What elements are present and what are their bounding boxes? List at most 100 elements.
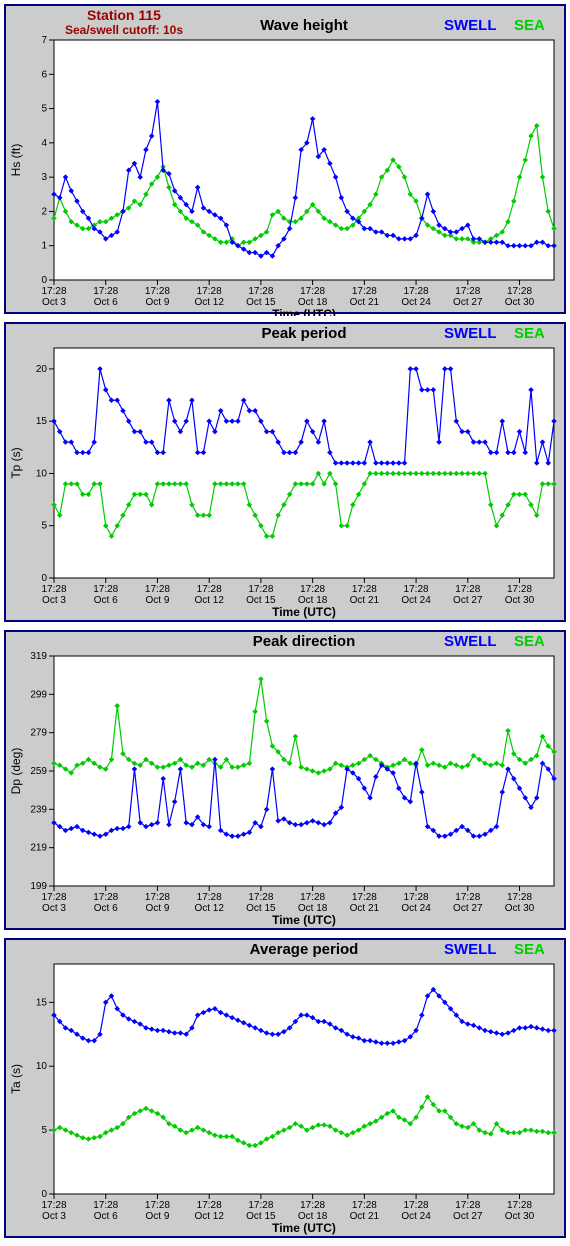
xtick-date: Oct 27 bbox=[453, 1211, 483, 1222]
xtick-time: 17:28 bbox=[248, 1200, 273, 1211]
ytick-label: 3 bbox=[41, 172, 47, 183]
xtick-date: Oct 30 bbox=[505, 903, 535, 914]
xtick-date: Oct 6 bbox=[94, 297, 118, 308]
chart-panel-peak_direction: 199219239259279299319Dp (deg)17:28Oct 31… bbox=[4, 630, 566, 930]
xtick-date: Oct 27 bbox=[453, 903, 483, 914]
xtick-date: Oct 9 bbox=[145, 297, 169, 308]
ytick-label: 299 bbox=[30, 689, 47, 700]
ytick-label: 259 bbox=[30, 766, 47, 777]
legend-sea: SEA bbox=[514, 17, 545, 34]
xtick-time: 17:28 bbox=[300, 1200, 325, 1211]
ytick-label: 1 bbox=[41, 241, 47, 252]
xtick-time: 17:28 bbox=[352, 1200, 377, 1211]
legend-swell: SWELL bbox=[444, 17, 497, 34]
xtick-date: Oct 3 bbox=[42, 595, 66, 606]
chart-title: Wave height bbox=[260, 17, 348, 34]
xtick-date: Oct 3 bbox=[42, 903, 66, 914]
xtick-time: 17:28 bbox=[93, 892, 118, 903]
xtick-date: Oct 24 bbox=[401, 903, 431, 914]
xtick-date: Oct 3 bbox=[42, 297, 66, 308]
xtick-time: 17:28 bbox=[145, 286, 170, 297]
y-axis-label: Dp (deg) bbox=[9, 748, 23, 795]
ytick-label: 0 bbox=[41, 1189, 47, 1200]
xtick-date: Oct 12 bbox=[194, 297, 224, 308]
xtick-time: 17:28 bbox=[197, 1200, 222, 1211]
legend-swell: SWELL bbox=[444, 325, 497, 342]
xtick-time: 17:28 bbox=[455, 1200, 480, 1211]
chart-title: Peak direction bbox=[253, 633, 356, 650]
xtick-date: Oct 30 bbox=[505, 595, 535, 606]
xtick-date: Oct 12 bbox=[194, 595, 224, 606]
xtick-time: 17:28 bbox=[248, 892, 273, 903]
xtick-time: 17:28 bbox=[352, 286, 377, 297]
xtick-time: 17:28 bbox=[41, 892, 66, 903]
y-axis-label: Tp (s) bbox=[9, 447, 23, 478]
xtick-time: 17:28 bbox=[455, 584, 480, 595]
y-axis-label: Hs (ft) bbox=[9, 144, 23, 177]
ytick-label: 219 bbox=[30, 843, 47, 854]
xtick-date: Oct 12 bbox=[194, 1211, 224, 1222]
xtick-time: 17:28 bbox=[507, 892, 532, 903]
xtick-date: Oct 24 bbox=[401, 297, 431, 308]
ytick-label: 0 bbox=[41, 573, 47, 584]
xtick-date: Oct 6 bbox=[94, 1211, 118, 1222]
ytick-label: 5 bbox=[41, 104, 47, 115]
ytick-label: 2 bbox=[41, 206, 47, 217]
xtick-time: 17:28 bbox=[93, 584, 118, 595]
xtick-time: 17:28 bbox=[145, 892, 170, 903]
ytick-label: 199 bbox=[30, 881, 47, 892]
xtick-time: 17:28 bbox=[248, 286, 273, 297]
xtick-time: 17:28 bbox=[145, 1200, 170, 1211]
ytick-label: 5 bbox=[41, 521, 47, 532]
xtick-date: Oct 9 bbox=[145, 595, 169, 606]
ytick-label: 5 bbox=[41, 1125, 47, 1136]
x-axis-label: Time (UTC) bbox=[272, 1221, 336, 1235]
xtick-date: Oct 27 bbox=[453, 595, 483, 606]
xtick-time: 17:28 bbox=[300, 584, 325, 595]
ytick-label: 319 bbox=[30, 651, 47, 662]
x-axis-label: Time (UTC) bbox=[272, 307, 336, 316]
xtick-time: 17:28 bbox=[300, 286, 325, 297]
xtick-date: Oct 12 bbox=[194, 903, 224, 914]
xtick-time: 17:28 bbox=[197, 286, 222, 297]
xtick-date: Oct 3 bbox=[42, 1211, 66, 1222]
xtick-time: 17:28 bbox=[352, 892, 377, 903]
station-label: Station 115 bbox=[87, 7, 161, 23]
xtick-time: 17:28 bbox=[41, 286, 66, 297]
ytick-label: 7 bbox=[41, 35, 47, 46]
xtick-time: 17:28 bbox=[404, 286, 429, 297]
xtick-date: Oct 21 bbox=[350, 903, 380, 914]
legend-sea: SEA bbox=[514, 325, 545, 342]
chart-panel-peak_period: 05101520Tp (s)17:28Oct 317:28Oct 617:28O… bbox=[4, 322, 566, 622]
chart-title: Average period bbox=[250, 941, 359, 958]
xtick-date: Oct 21 bbox=[350, 1211, 380, 1222]
xtick-time: 17:28 bbox=[248, 584, 273, 595]
chart-title: Peak period bbox=[261, 325, 346, 342]
ytick-label: 10 bbox=[36, 468, 48, 479]
ytick-label: 239 bbox=[30, 804, 47, 815]
xtick-date: Oct 27 bbox=[453, 297, 483, 308]
legend-swell: SWELL bbox=[444, 941, 497, 958]
xtick-date: Oct 24 bbox=[401, 1211, 431, 1222]
legend-swell: SWELL bbox=[444, 633, 497, 650]
ytick-label: 10 bbox=[36, 1061, 48, 1072]
xtick-date: Oct 30 bbox=[505, 1211, 535, 1222]
ytick-label: 4 bbox=[41, 138, 47, 149]
chart-panel-wave_height: 01234567Hs (ft)17:28Oct 317:28Oct 617:28… bbox=[4, 4, 566, 314]
xtick-date: Oct 21 bbox=[350, 595, 380, 606]
xtick-date: Oct 21 bbox=[350, 297, 380, 308]
chart-panel-average_period: 051015Ta (s)17:28Oct 317:28Oct 617:28Oct… bbox=[4, 938, 566, 1238]
xtick-time: 17:28 bbox=[41, 1200, 66, 1211]
xtick-time: 17:28 bbox=[300, 892, 325, 903]
xtick-time: 17:28 bbox=[352, 584, 377, 595]
xtick-date: Oct 30 bbox=[505, 297, 535, 308]
ytick-label: 279 bbox=[30, 728, 47, 739]
ytick-label: 20 bbox=[36, 364, 48, 375]
ytick-label: 0 bbox=[41, 275, 47, 286]
xtick-time: 17:28 bbox=[93, 286, 118, 297]
xtick-time: 17:28 bbox=[507, 1200, 532, 1211]
xtick-date: Oct 6 bbox=[94, 903, 118, 914]
x-axis-label: Time (UTC) bbox=[272, 605, 336, 619]
legend-sea: SEA bbox=[514, 633, 545, 650]
xtick-time: 17:28 bbox=[145, 584, 170, 595]
